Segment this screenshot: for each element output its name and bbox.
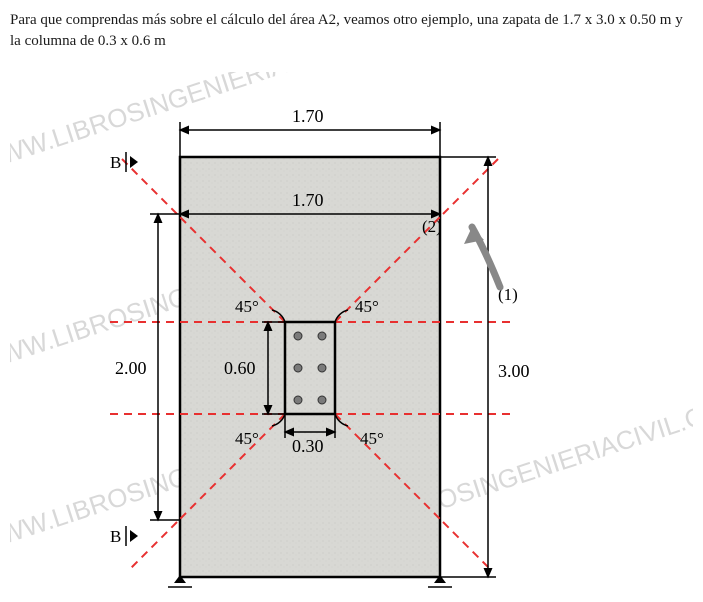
dim-top: 1.70 bbox=[180, 106, 440, 157]
footing-diagram: WWW.LIBROSINGENIERIACIVIL.COM WWW.LIBROS… bbox=[10, 72, 693, 592]
svg-text:0.60: 0.60 bbox=[224, 358, 256, 378]
dim-right: 3.00 bbox=[440, 157, 530, 577]
svg-text:3.00: 3.00 bbox=[498, 361, 530, 381]
diag-bl-ext bbox=[130, 522, 177, 569]
svg-text:1.70: 1.70 bbox=[292, 106, 324, 126]
intro-paragraph: Para que comprendas más sobre el cálculo… bbox=[10, 10, 693, 52]
svg-text:0.30: 0.30 bbox=[292, 436, 324, 456]
svg-text:B: B bbox=[110, 527, 121, 546]
svg-text:45°: 45° bbox=[355, 297, 379, 316]
svg-text:45°: 45° bbox=[360, 429, 384, 448]
note-2: (2) bbox=[422, 217, 442, 236]
svg-text:A: A bbox=[434, 589, 447, 592]
diag-tr-ext bbox=[443, 159, 498, 214]
diag-br-ext bbox=[443, 522, 490, 569]
svg-text:1.70: 1.70 bbox=[292, 190, 324, 210]
svg-text:A: A bbox=[174, 589, 187, 592]
svg-text:B: B bbox=[110, 153, 121, 172]
section-b-bottom: B bbox=[110, 526, 138, 546]
svg-text:2.00: 2.00 bbox=[115, 358, 147, 378]
column-rect bbox=[285, 322, 335, 414]
svg-text:45°: 45° bbox=[235, 429, 259, 448]
svg-text:45°: 45° bbox=[235, 297, 259, 316]
